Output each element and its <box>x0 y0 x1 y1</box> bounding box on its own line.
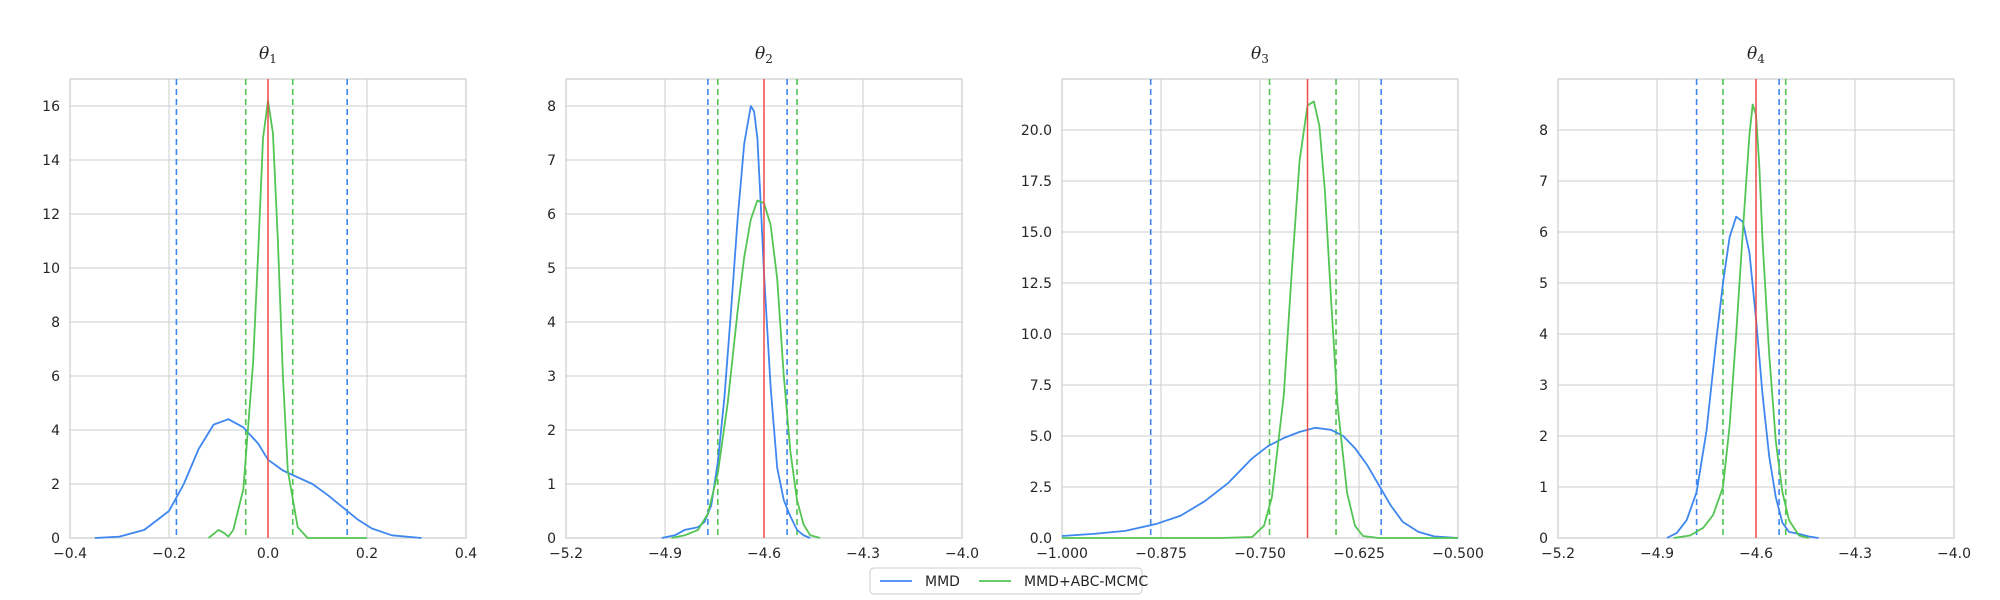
y-tick-label: 0 <box>1539 531 1548 547</box>
legend-label-mmd: MMD <box>925 574 960 590</box>
panel-4: −5.2 −4.9 −4.6 −4.3 −4.0 0 1 2 3 4 5 6 7 8 θ4 <box>1539 44 1971 562</box>
y-tick-label: 0.0 <box>1030 531 1052 547</box>
x-tick-label: −4.3 <box>1838 546 1872 562</box>
x-tick-label: −0.875 <box>1135 546 1187 562</box>
y-tick-label: 2.5 <box>1030 480 1052 496</box>
x-tick-label: −1.000 <box>1036 546 1088 562</box>
y-tick-label: 2 <box>547 423 556 439</box>
y-tick-label: 1 <box>547 477 556 493</box>
y-tick-label: 14 <box>42 153 60 169</box>
y-tick-label: 5 <box>547 261 556 277</box>
density-curve-mmd <box>94 418 422 539</box>
y-tick-label: 5 <box>1539 276 1548 292</box>
panel-2: −5.2 −4.9 −4.6 −4.3 −4.0 0 1 2 3 4 5 6 7 8 θ2 <box>547 44 979 562</box>
plot-frame <box>1061 78 1459 539</box>
x-tick-label: −0.750 <box>1234 546 1286 562</box>
y-tick-label: 10 <box>42 261 60 277</box>
x-tick-label: −4.3 <box>846 546 880 562</box>
density-curve-mmd-abc-mcmc <box>1062 100 1458 539</box>
x-tick-label: −0.500 <box>1432 546 1484 562</box>
panel-1: −0.4 −0.2 0.0 0.2 0.4 0 2 4 6 8 10 12 14 16 θ1 <box>42 44 477 562</box>
y-tick-label: 7 <box>1539 174 1548 190</box>
y-tick-label: 2 <box>51 477 60 493</box>
y-tick-label: 6 <box>1539 225 1548 241</box>
y-tick-label: 4 <box>547 315 556 331</box>
y-tick-label: 10.0 <box>1021 327 1052 343</box>
y-tick-label: 6 <box>51 369 60 385</box>
y-tick-label: 12 <box>42 207 60 223</box>
y-tick-label: 3 <box>547 369 556 385</box>
y-tick-label: 2 <box>1539 429 1548 445</box>
panel-title: θ2 <box>755 44 773 66</box>
x-tick-label: −5.2 <box>1541 546 1575 562</box>
y-tick-label: 15.0 <box>1021 225 1052 241</box>
x-tick-label: 0.2 <box>356 546 378 562</box>
y-tick-label: 12.5 <box>1021 276 1052 292</box>
x-tick-label: −4.6 <box>1739 546 1773 562</box>
y-tick-label: 4 <box>51 423 60 439</box>
y-tick-label: 7.5 <box>1030 378 1052 394</box>
panel-title: θ1 <box>259 44 277 66</box>
panel-title: θ4 <box>1747 44 1765 66</box>
density-curve-mmd-abc-mcmc <box>208 99 367 539</box>
y-tick-label: 4 <box>1539 327 1548 343</box>
x-tick-label: 0.0 <box>257 546 279 562</box>
x-tick-label: −4.0 <box>1937 546 1971 562</box>
x-tick-label: 0.4 <box>455 546 477 562</box>
y-tick-label: 8 <box>547 99 556 115</box>
y-tick-label: 7 <box>547 153 556 169</box>
x-tick-label: −0.625 <box>1333 546 1385 562</box>
y-tick-label: 20.0 <box>1021 123 1052 139</box>
legend-label-mmd-abc-mcmc: MMD+ABC-MCMC <box>1024 574 1148 590</box>
legend: MMD MMD+ABC-MCMC <box>869 567 1148 595</box>
y-tick-label: 5.0 <box>1030 429 1052 445</box>
x-tick-label: −4.9 <box>1640 546 1674 562</box>
y-tick-label: 0 <box>547 531 556 547</box>
panel-3: −1.000 −0.875 −0.750 −0.625 −0.500 0.0 2.5 5.0 7… <box>1021 44 1484 562</box>
density-curve-mmd-abc-mcmc <box>671 199 821 539</box>
x-tick-label: −4.0 <box>945 546 979 562</box>
x-tick-label: −5.2 <box>549 546 583 562</box>
y-tick-label: 1 <box>1539 480 1548 496</box>
y-tick-label: 6 <box>547 207 556 223</box>
x-tick-label: −4.9 <box>648 546 682 562</box>
y-tick-label: 8 <box>1539 123 1548 139</box>
panel-title: θ3 <box>1251 44 1269 66</box>
x-tick-label: −4.6 <box>747 546 781 562</box>
y-tick-label: 0 <box>51 531 60 547</box>
x-tick-label: −0.4 <box>53 546 87 562</box>
y-tick-label: 3 <box>1539 378 1548 394</box>
density-curve-mmd <box>1666 215 1819 539</box>
density-curve-mmd-abc-mcmc <box>1673 103 1810 539</box>
y-tick-label: 8 <box>51 315 60 331</box>
y-tick-label: 17.5 <box>1021 174 1052 190</box>
y-tick-label: 16 <box>42 99 60 115</box>
x-tick-label: −0.2 <box>152 546 186 562</box>
